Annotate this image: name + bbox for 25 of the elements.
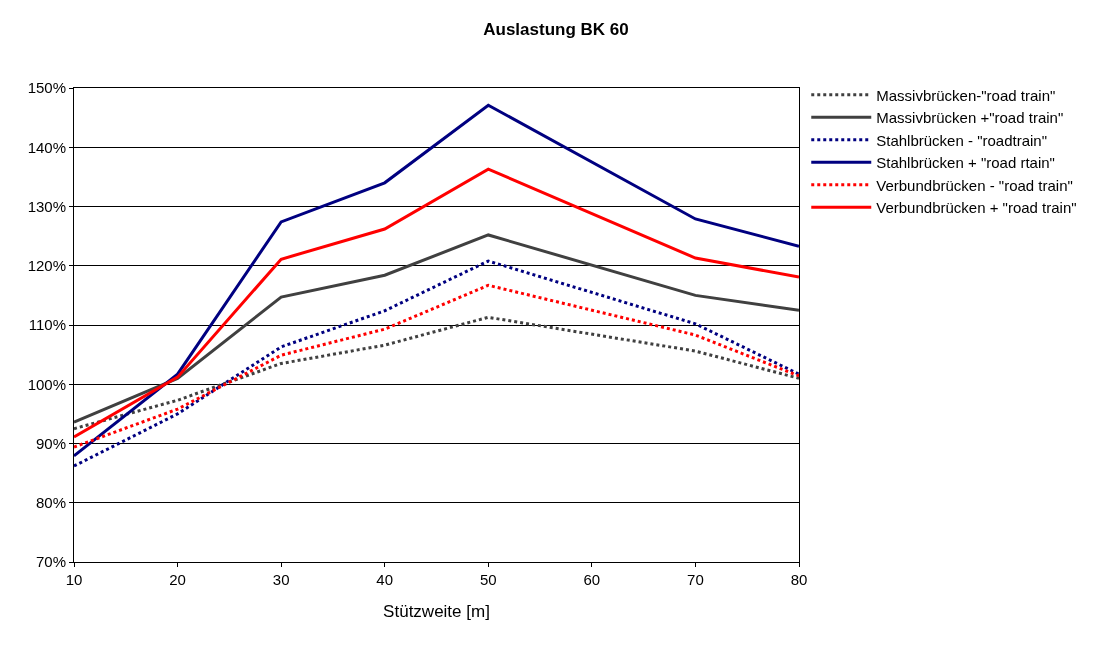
y-tick-label: 110% [28, 316, 66, 334]
y-tick-label: 70% [35, 553, 66, 571]
x-tick-label: 60 [583, 571, 601, 588]
legend-label: Verbundbrücken - "road train" [876, 176, 1073, 194]
x-tick-label: 80 [790, 571, 808, 588]
x-tick-label: 10 [65, 571, 83, 588]
x-tick-label: 50 [479, 571, 497, 588]
y-tick-label: 80% [35, 494, 66, 511]
legend-label: Stahlbrücken + "road rtain" [876, 154, 1055, 172]
y-tick-label: 100% [27, 375, 66, 393]
legend-label: Massivbrücken +"road train" [876, 109, 1064, 127]
x-axis-title: Stützweite [m] [383, 602, 490, 622]
y-tick-label: 120% [27, 257, 66, 274]
y-tick-label: 140% [27, 138, 66, 156]
legend-label: Verbundbrücken + "road train" [876, 199, 1077, 217]
legend-label: Massivbrücken-"road train" [876, 86, 1056, 104]
y-tick-label: 150% [27, 79, 66, 97]
legend-label: Stahlbrücken - "roadtrain" [876, 131, 1047, 149]
y-tick-label: 130% [27, 197, 66, 215]
x-tick-label: 30 [272, 571, 290, 588]
y-tick-label: 90% [35, 434, 66, 452]
chart-title: Auslastung BK 60 [483, 19, 629, 39]
x-tick-label: 20 [169, 571, 186, 588]
x-tick-label: 40 [376, 571, 394, 588]
x-tick-label: 70 [687, 571, 704, 588]
